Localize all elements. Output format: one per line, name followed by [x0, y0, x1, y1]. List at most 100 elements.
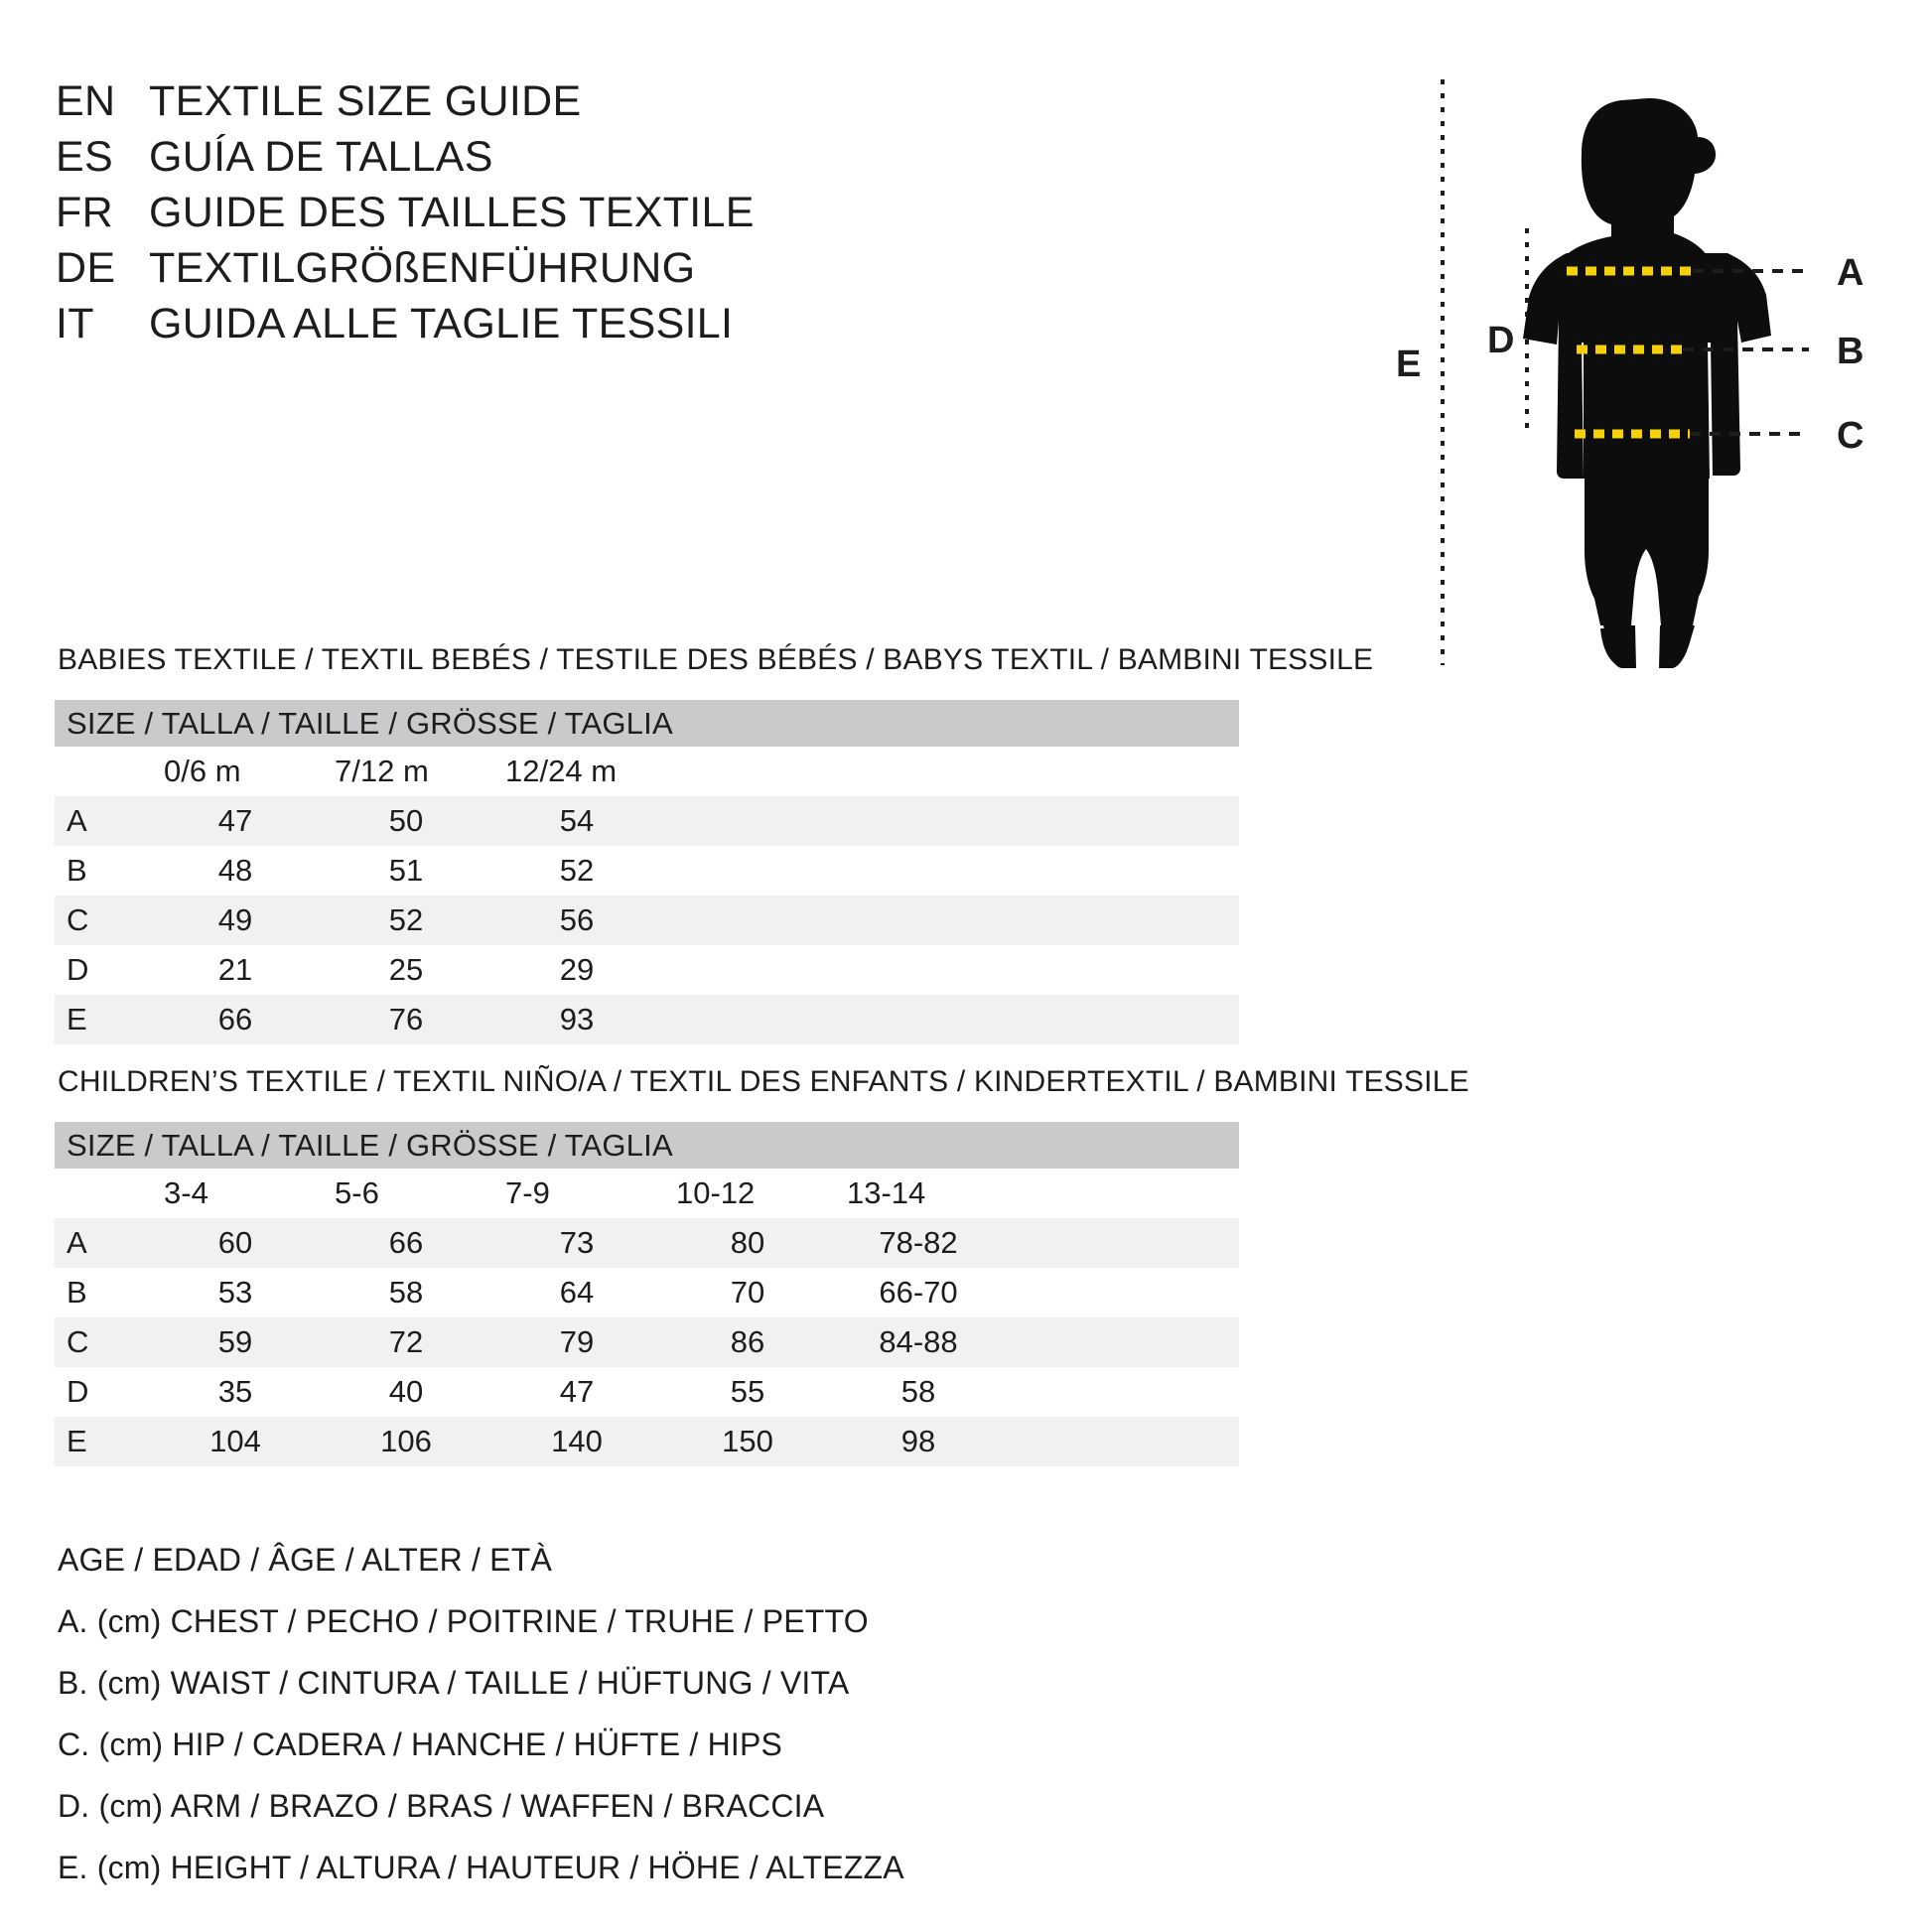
children-size-header-label: SIZE / TALLA / TAILLE / GRÖSSE / TAGLIA: [55, 1122, 1240, 1169]
children-cell-a-2: 73: [491, 1218, 662, 1268]
children-row-pad-d: [1004, 1367, 1240, 1417]
children-cell-c-1: 72: [321, 1317, 491, 1367]
children-cell-d-2: 47: [491, 1367, 662, 1417]
language-row-fr: FR GUIDE DES TAILLES TEXTILE: [56, 189, 1247, 244]
children-cell-a-0: 60: [150, 1218, 321, 1268]
babies-section-caption: BABIES TEXTILE / TEXTIL BEBÉS / TESTILE …: [58, 643, 1374, 676]
table-row: C 49 52 56: [55, 896, 1240, 945]
table-row: B 53 58 64 70 66-70: [55, 1268, 1240, 1317]
legend-line-c-hip: C. (cm) HIP / CADERA / HANCHE / HÜFTE / …: [58, 1726, 783, 1762]
babies-size-header-label: SIZE / TALLA / TAILLE / GRÖSSE / TAGLIA: [55, 700, 1240, 747]
figure-label-e: E: [1396, 344, 1421, 385]
table-row: E 66 76 93: [55, 995, 1240, 1044]
babies-cell-d-2: 29: [491, 945, 662, 995]
babies-row-pad-b: [662, 846, 1240, 896]
table-row: A 47 50 54: [55, 796, 1240, 846]
babies-row-pad-e: [662, 995, 1240, 1044]
legend-line-b-waist: B. (cm) WAIST / CINTURA / TAILLE / HÜFTU…: [58, 1665, 850, 1701]
children-column-header-row: 3-4 5-6 7-9 10-12 13-14: [55, 1169, 1240, 1218]
babies-corner-cell: [55, 747, 150, 796]
babies-cell-a-1: 50: [321, 796, 491, 846]
figure-label-a: A: [1837, 252, 1863, 294]
children-cell-e-1: 106: [321, 1417, 491, 1466]
babies-column-header-2: 12/24 m: [491, 747, 662, 796]
babies-cell-e-2: 93: [491, 995, 662, 1044]
children-row-label-c: C: [55, 1317, 150, 1367]
babies-row-label-b: B: [55, 846, 150, 896]
language-code-de: DE: [56, 244, 116, 292]
children-column-header-2: 7-9: [491, 1169, 662, 1218]
children-cell-c-0: 59: [150, 1317, 321, 1367]
table-row: A 60 66 73 80 78-82: [55, 1218, 1240, 1268]
legend-line-d-arm: D. (cm) ARM / BRAZO / BRAS / WAFFEN / BR…: [58, 1788, 825, 1824]
language-code-fr: FR: [56, 189, 113, 236]
children-cell-b-4: 66-70: [833, 1268, 1004, 1317]
children-cell-d-0: 35: [150, 1367, 321, 1417]
babies-cell-e-0: 66: [150, 995, 321, 1044]
children-cell-b-2: 64: [491, 1268, 662, 1317]
children-column-header-4: 13-14: [833, 1169, 1004, 1218]
babies-cell-c-0: 49: [150, 896, 321, 945]
babies-size-table: SIZE / TALLA / TAILLE / GRÖSSE / TAGLIA …: [55, 700, 1240, 1044]
table-row: D 21 25 29: [55, 945, 1240, 995]
language-row-de: DE TEXTILGRÖßENFÜHRUNG: [56, 244, 1247, 300]
children-row-label-d: D: [55, 1367, 150, 1417]
babies-size-header-row: SIZE / TALLA / TAILLE / GRÖSSE / TAGLIA: [55, 700, 1240, 747]
children-cell-a-3: 80: [662, 1218, 833, 1268]
babies-row-label-e: E: [55, 995, 150, 1044]
babies-row-pad-a: [662, 796, 1240, 846]
children-row-label-b: B: [55, 1268, 150, 1317]
language-row-es: ES GUÍA DE TALLAS: [56, 133, 1247, 189]
children-column-header-1: 5-6: [321, 1169, 491, 1218]
table-row: E 104 106 140 150 98: [55, 1417, 1240, 1466]
legend-line-a-chest: A. (cm) CHEST / PECHO / POITRINE / TRUHE…: [58, 1603, 869, 1639]
babies-header-pad: [662, 747, 1240, 796]
babies-cell-d-0: 21: [150, 945, 321, 995]
babies-cell-a-2: 54: [491, 796, 662, 846]
babies-cell-b-2: 52: [491, 846, 662, 896]
children-cell-d-4: 58: [833, 1367, 1004, 1417]
children-cell-c-4: 84-88: [833, 1317, 1004, 1367]
children-row-label-e: E: [55, 1417, 150, 1466]
children-row-pad-a: [1004, 1218, 1240, 1268]
children-cell-e-2: 140: [491, 1417, 662, 1466]
language-row-it: IT GUIDA ALLE TAGLIE TESSILI: [56, 300, 1247, 355]
babies-cell-c-2: 56: [491, 896, 662, 945]
children-row-pad-c: [1004, 1317, 1240, 1367]
language-row-en: EN TEXTILE SIZE GUIDE: [56, 77, 1247, 133]
children-size-header-row: SIZE / TALLA / TAILLE / GRÖSSE / TAGLIA: [55, 1122, 1240, 1169]
table-row: B 48 51 52: [55, 846, 1240, 896]
language-title-fr: GUIDE DES TAILLES TEXTILE: [149, 189, 755, 236]
measurement-legend: AGE / EDAD / ÂGE / ALTER / ETÀ A. (cm) C…: [58, 1529, 1249, 1898]
children-section-caption: CHILDREN’S TEXTILE / TEXTIL NIÑO/A / TEX…: [58, 1065, 1469, 1098]
language-header-block: EN TEXTILE SIZE GUIDE ES GUÍA DE TALLAS …: [56, 77, 1247, 355]
children-corner-cell: [55, 1169, 150, 1218]
child-body-silhouette: [1523, 97, 1771, 668]
babies-cell-b-1: 51: [321, 846, 491, 896]
figure-label-d: D: [1487, 320, 1514, 361]
children-row-pad-b: [1004, 1268, 1240, 1317]
babies-cell-a-0: 47: [150, 796, 321, 846]
children-cell-b-1: 58: [321, 1268, 491, 1317]
babies-row-label-a: A: [55, 796, 150, 846]
children-cell-a-4: 78-82: [833, 1218, 1004, 1268]
measurement-figure-panel: A B C D E: [1380, 55, 1932, 670]
table-row: C 59 72 79 86 84-88: [55, 1317, 1240, 1367]
children-cell-e-4: 98: [833, 1417, 1004, 1466]
language-title-es: GUÍA DE TALLAS: [149, 133, 493, 181]
babies-row-pad-d: [662, 945, 1240, 995]
babies-row-label-c: C: [55, 896, 150, 945]
table-row: D 35 40 47 55 58: [55, 1367, 1240, 1417]
children-column-header-3: 10-12: [662, 1169, 833, 1218]
children-cell-c-3: 86: [662, 1317, 833, 1367]
children-header-pad: [1004, 1169, 1240, 1218]
legend-line-age: AGE / EDAD / ÂGE / ALTER / ETÀ: [58, 1542, 552, 1578]
children-cell-b-0: 53: [150, 1268, 321, 1317]
babies-cell-e-1: 76: [321, 995, 491, 1044]
figure-label-c: C: [1837, 415, 1863, 457]
babies-column-header-row: 0/6 m 7/12 m 12/24 m: [55, 747, 1240, 796]
babies-cell-d-1: 25: [321, 945, 491, 995]
language-code-en: EN: [56, 77, 116, 125]
language-code-it: IT: [56, 300, 94, 347]
babies-column-header-0: 0/6 m: [150, 747, 321, 796]
